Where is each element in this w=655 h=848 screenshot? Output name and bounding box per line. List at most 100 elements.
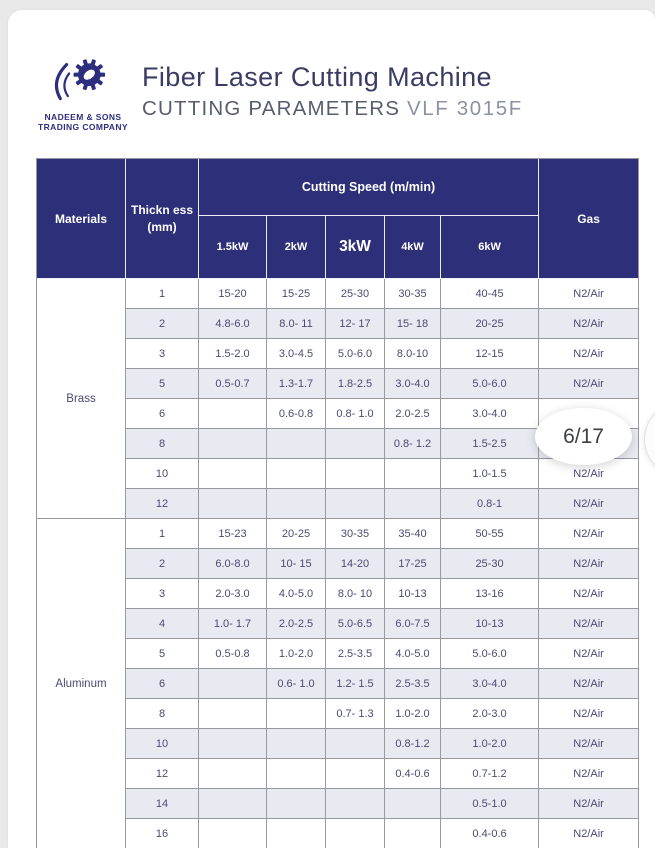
- table-row: Brass 1 15-20 15-25 25-30 30-35 40-45 N2/Air: [36, 278, 640, 519]
- table-row: 12 0.4-0.6 0.7-1.2 N2/Air: [37, 758, 640, 789]
- table-row: Aluminum 1 15-23 20-25 30-35 35-40 50-55 N2/Air: [36, 518, 640, 848]
- speed-cell: 17-25: [384, 548, 441, 579]
- cutting-parameters-table: Materials Thickn ess (mm) Cutting Speed (…: [36, 158, 640, 848]
- speed-cell: 1.0-1.5: [439, 458, 540, 489]
- thickness-cell: 6: [125, 398, 199, 429]
- material-cell: Brass: [36, 278, 126, 519]
- gas-cell: N2/Air: [538, 518, 640, 549]
- speed-cell: 1.2- 1.5: [325, 668, 385, 699]
- thickness-cell: 2: [125, 548, 199, 579]
- speed-cell: 8.0- 10: [325, 578, 385, 609]
- speed-cell: 12- 17: [325, 308, 385, 339]
- speed-cell: 2.0-3.0: [198, 578, 267, 609]
- speed-cell: 13-16: [439, 578, 540, 609]
- speed-cell: [198, 488, 267, 519]
- speed-cell: 35-40: [384, 518, 441, 549]
- brand-name-line2: TRADING COMPANY: [38, 122, 128, 133]
- speed-cell: 6.0-7.5: [384, 608, 441, 639]
- page-title: Fiber Laser Cutting Machine: [142, 62, 492, 92]
- speed-cell: 12-15: [439, 338, 540, 369]
- speed-cell: [266, 788, 326, 819]
- speed-cell: 0.6-0.8: [266, 398, 326, 429]
- speed-cell: [198, 788, 267, 819]
- speed-cell: 0.8-1.2: [384, 728, 441, 759]
- thickness-label-line1: Thickn ess: [130, 203, 194, 218]
- thickness-cell: 4: [125, 608, 199, 639]
- speed-cell: 8.0- 11: [266, 308, 326, 339]
- speed-cell: 14-20: [325, 548, 385, 579]
- speed-cell: 2.0-2.5: [266, 608, 326, 639]
- speed-cell: [266, 488, 326, 519]
- gear-swoosh-icon: [54, 59, 106, 101]
- speed-cell: 40-45: [439, 278, 540, 309]
- gas-cell: N2/Air: [538, 818, 640, 848]
- speed-cell: 5.0-6.5: [325, 608, 385, 639]
- speed-cell: 10- 15: [266, 548, 326, 579]
- speed-cell: 20-25: [266, 518, 326, 549]
- speed-cell: 10-13: [384, 578, 441, 609]
- column-header-power-4kw: 4kW: [384, 215, 441, 279]
- column-header-gas: Gas: [538, 158, 640, 279]
- speed-cell: 15-20: [198, 278, 267, 309]
- speed-cell: [198, 758, 267, 789]
- speed-cell: 10-13: [439, 608, 540, 639]
- thickness-cell: 8: [125, 698, 199, 729]
- thickness-label-line2: (mm): [147, 219, 177, 234]
- thickness-cell: 2: [125, 308, 199, 339]
- speed-cell: 3.0-4.0: [439, 398, 540, 429]
- speed-cell: [384, 488, 441, 519]
- thickness-cell: 14: [125, 788, 199, 819]
- material-cell: Aluminum: [36, 518, 126, 848]
- speed-cell: 5.0-6.0: [325, 338, 385, 369]
- speed-cell: [325, 788, 385, 819]
- speed-cell: [198, 458, 267, 489]
- thickness-cell: 5: [125, 368, 199, 399]
- table-row: 2 6.0-8.0 10- 15 14-20 17-25 25-30 N2/Air: [37, 548, 640, 579]
- speed-cell: 20-25: [439, 308, 540, 339]
- column-header-thickness: Thickn ess (mm): [125, 158, 199, 279]
- speed-cell: 0.4-0.6: [439, 818, 540, 848]
- floating-scroll-button[interactable]: [644, 402, 655, 477]
- speed-cell: 5.0-6.0: [439, 638, 540, 669]
- speed-cell: 15-25: [266, 278, 326, 309]
- thickness-cell: 10: [125, 458, 199, 489]
- speed-cell: 5.0-6.0: [439, 368, 540, 399]
- speed-cell: 2.0-3.0: [439, 698, 540, 729]
- speed-cell: 15-23: [198, 518, 267, 549]
- table-row: 16 0.4-0.6 N2/Air: [37, 818, 640, 848]
- speed-cell: 0.5-1.0: [439, 788, 540, 819]
- table-row: 10 1.0-1.5 N2/Air: [37, 458, 640, 489]
- speed-cell: 1.0-2.0: [266, 638, 326, 669]
- speed-cell: [384, 458, 441, 489]
- gas-cell: N2/Air: [538, 368, 640, 399]
- thickness-cell: 12: [125, 758, 199, 789]
- thickness-cell: 1: [125, 518, 199, 549]
- table-row: 5 0.5-0.8 1.0-2.0 2.5-3.5 4.0-5.0 5.0-6.0 N2/A…: [37, 638, 640, 669]
- thickness-cell: 8: [125, 428, 199, 459]
- speed-cell: [384, 788, 441, 819]
- speed-cell: 25-30: [325, 278, 385, 309]
- gas-cell: N2/Air: [538, 638, 640, 669]
- table-row: 12 0.8-1 N2/Air: [37, 488, 640, 519]
- column-header-cutting-speed: Cutting Speed (m/min): [197, 158, 540, 216]
- gas-cell: N2/Air: [538, 278, 640, 309]
- speed-cell: 1.0-2.0: [439, 728, 540, 759]
- thickness-cell: 1: [125, 278, 199, 309]
- column-header-materials: Materials: [36, 158, 126, 279]
- speed-cell: [325, 458, 385, 489]
- page-subtitle: CUTTING PARAMETERS VLF 3015F: [142, 97, 523, 121]
- speed-cell: 3.0-4.0: [384, 368, 441, 399]
- speed-cell: [266, 728, 326, 759]
- thickness-cell: 5: [125, 638, 199, 669]
- speed-cell: 30-35: [384, 278, 441, 309]
- gas-cell: N2/Air: [538, 608, 640, 639]
- speed-cell: [198, 668, 267, 699]
- subtitle-text: CUTTING PARAMETERS: [142, 97, 401, 120]
- speed-cell: 2.5-3.5: [325, 638, 385, 669]
- speed-cell: 0.8- 1.2: [384, 428, 441, 459]
- gas-cell: N2/Air: [538, 578, 640, 609]
- gas-cell: N2/Air: [538, 338, 640, 369]
- thickness-cell: 3: [125, 578, 199, 609]
- speed-cell: [266, 698, 326, 729]
- speed-cell: [325, 428, 385, 459]
